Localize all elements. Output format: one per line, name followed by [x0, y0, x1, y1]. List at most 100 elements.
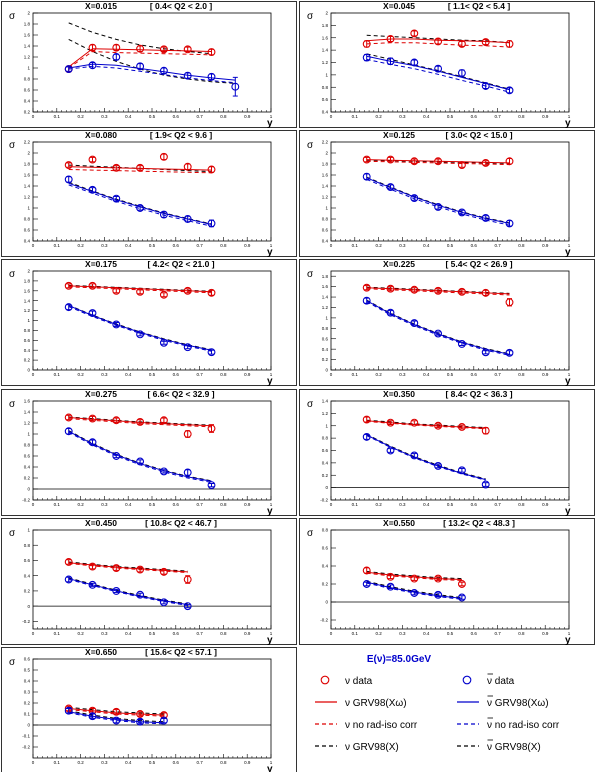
- nubar-data-point: [457, 69, 466, 77]
- x-tick-label: 0.1: [54, 243, 61, 248]
- nubar-data-point: [136, 62, 145, 71]
- nu-data-point: [136, 287, 145, 296]
- nu-no-rad-iso-curve: [68, 563, 188, 574]
- y-tick-label: 1.6: [24, 33, 31, 38]
- panel-title: X=0.350: [383, 389, 415, 399]
- y-tick-label: 1.4: [24, 184, 31, 189]
- legend-item: ν no rad-iso corr: [315, 720, 418, 731]
- y-tick-label: 1.2: [24, 195, 31, 200]
- nu-data-point: [88, 281, 97, 290]
- nubar-data-point: [159, 338, 168, 347]
- nubar-data-point: [231, 82, 240, 91]
- nubar-data-point: [183, 602, 192, 611]
- x-tick-label: 0.7: [494, 243, 501, 248]
- nu-data-point: [183, 575, 192, 584]
- y-tick-label: 1.6: [24, 173, 31, 178]
- x-tick-label: 0.6: [471, 631, 478, 636]
- nu-grv98-xw-curve: [68, 562, 188, 573]
- nubar-data-point: [64, 575, 73, 584]
- y-tick-label: 0.2: [24, 110, 31, 115]
- nu-data-point: [159, 290, 168, 299]
- nubar-grv98-xw-curve: [68, 578, 188, 606]
- x-tick-label: 0.1: [352, 243, 359, 248]
- nu-grv98-xw-curve: [366, 420, 486, 429]
- nubar-grv98-x-curve: [68, 577, 188, 605]
- x-tick-label: 0.1: [352, 114, 359, 119]
- nu-data-point: [434, 286, 443, 295]
- y-tick-label: 0.8: [24, 543, 31, 548]
- nu-data-point: [386, 35, 395, 43]
- x-tick-label: 0.8: [220, 114, 227, 119]
- x-tick-label: 0.6: [471, 114, 478, 119]
- x-tick-label: 0.1: [54, 631, 61, 636]
- nu-data-point: [159, 45, 168, 54]
- nubar-data-point: [64, 303, 73, 312]
- y-tick-label: 0: [27, 723, 30, 728]
- legend-panel: E(ν)=85.0GeV ν data ν data ν GRV98(Xω) ν GRV…: [315, 654, 560, 753]
- y-tick-label: 0.6: [322, 546, 329, 551]
- nu-data-point: [410, 157, 419, 166]
- x-tick-label: 1: [270, 760, 273, 765]
- x-tick-label: 0.3: [399, 114, 406, 119]
- y-tick-label: 1.8: [322, 23, 329, 28]
- nubar-data-point: [410, 319, 419, 328]
- panel-border: [299, 518, 595, 645]
- nubar-no-rad-iso-curve: [68, 579, 188, 606]
- chart-panel: X=0.450 [ 10.8< Q2 < 46.7 ] σ y 0 0.1 0.2 0.3 0.…: [1, 518, 297, 646]
- y-tick-label: 0.6: [24, 228, 31, 233]
- y-tick-label: 1.2: [322, 60, 329, 65]
- legend-item: ν data: [320, 675, 373, 687]
- y-tick-label: 1.4: [322, 48, 329, 53]
- x-axis-label: y: [565, 376, 571, 387]
- x-tick-label: 0.5: [447, 372, 454, 377]
- x-tick-label: 0: [32, 372, 35, 377]
- x-tick-label: 0.7: [196, 502, 203, 507]
- y-tick-label: -0.2: [320, 498, 328, 503]
- x-tick-label: 0.6: [173, 372, 180, 377]
- nu-data-point: [362, 415, 371, 424]
- y-tick-label: 1: [27, 66, 30, 71]
- y-tick-label: 0.2: [24, 476, 31, 481]
- nu-data-point: [362, 155, 371, 164]
- plot-area: [362, 566, 466, 602]
- y-tick-label: 1: [325, 315, 328, 320]
- x-tick-label: 0.8: [518, 631, 525, 636]
- x-tick-label: 0.4: [125, 372, 132, 377]
- x-tick-label: 0: [32, 243, 35, 248]
- y-tick-label: 0.2: [24, 701, 31, 706]
- panel-border: [1, 1, 297, 128]
- nu-data-point: [64, 558, 73, 566]
- nu-data-point: [183, 45, 192, 54]
- panel-q2-range: [ 15.6< Q2 < 57.1 ]: [145, 647, 217, 657]
- panel-border: [1, 130, 297, 257]
- y-tick-label: 0.4: [322, 239, 329, 244]
- nubar-data-point: [207, 219, 216, 228]
- nubar-data-point: [136, 590, 145, 599]
- nubar-no-rad-iso-curve: [68, 712, 164, 725]
- nubar-data-point: [362, 296, 371, 305]
- nu-data-point: [88, 414, 97, 423]
- x-tick-label: 0.8: [518, 372, 525, 377]
- nu-data-point: [457, 580, 466, 588]
- x-tick-label: 0.8: [220, 760, 227, 765]
- nubar-data-point: [112, 716, 121, 725]
- x-tick-label: 0.6: [471, 502, 478, 507]
- panel-q2-range: [ 3.0< Q2 < 15.0 ]: [445, 130, 512, 140]
- nubar-grv98-x-curve: [366, 580, 462, 598]
- y-tick-label: 0.4: [322, 460, 329, 465]
- nubar-data-point: [505, 348, 514, 357]
- chart-panel: X=0.015 [ 0.4< Q2 < 2.0 ] σ y 0 0.1 0.2 0.3 0.4 0…: [1, 1, 297, 129]
- y-tick-label: 1.8: [24, 162, 31, 167]
- y-tick-label: 0.4: [24, 465, 31, 470]
- x-tick-label: 0.9: [542, 502, 549, 507]
- panel-border: [1, 259, 297, 386]
- legend-label: ν GRV98(X): [345, 742, 399, 753]
- nu-data-point: [136, 417, 145, 426]
- panel-title: X=0.045: [383, 1, 415, 11]
- y-tick-label: 0.4: [322, 347, 329, 352]
- x-tick-label: 0.1: [352, 502, 359, 507]
- x-tick-label: 0.4: [423, 372, 430, 377]
- y-tick-label: 1: [325, 206, 328, 211]
- nubar-grv98-x-curve: [68, 710, 164, 723]
- nu-data-point: [112, 286, 121, 295]
